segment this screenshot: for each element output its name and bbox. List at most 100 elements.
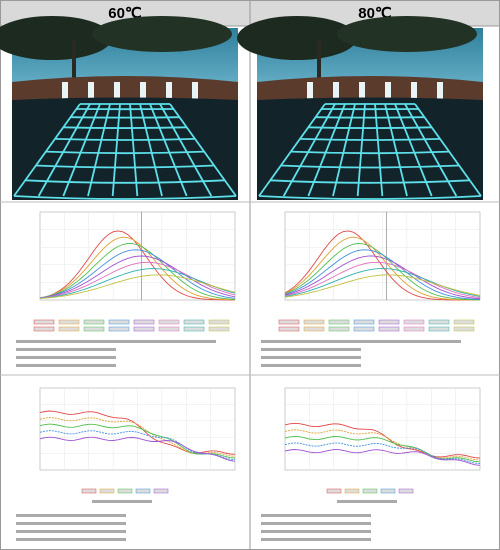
photo-grid-line	[54, 137, 196, 141]
photo-trunk	[317, 40, 321, 90]
photo-grid-line	[45, 150, 205, 155]
legend-item	[108, 326, 130, 332]
legend-item	[278, 319, 300, 325]
caption-line	[261, 364, 361, 367]
caption-line	[16, 356, 116, 359]
photo-grid-line	[35, 164, 215, 169]
plot-curve	[39, 255, 236, 299]
legend-item	[328, 319, 350, 325]
legend-item	[453, 326, 475, 332]
legend-item	[133, 319, 155, 325]
photo-tree	[237, 16, 357, 60]
legend-item	[99, 488, 115, 494]
photo-grid-line	[13, 103, 81, 197]
photo-pillar	[385, 82, 391, 108]
photo-grid-line	[307, 103, 346, 197]
legend-item	[353, 326, 375, 332]
caption-line	[16, 530, 126, 533]
legend-item	[378, 319, 400, 325]
legend-item	[380, 488, 396, 494]
photo-floor	[257, 97, 483, 200]
caption-line	[92, 500, 152, 503]
photo-grid-line	[332, 103, 356, 197]
legend-item	[344, 488, 360, 494]
photo-grid-line	[149, 103, 188, 197]
photo-grid-line	[270, 179, 470, 184]
photo-grid-line	[25, 179, 225, 184]
legend-item	[326, 488, 342, 494]
photo-pillar	[307, 82, 313, 108]
photo-pillar	[166, 82, 172, 108]
photo-grid-line	[356, 103, 366, 197]
plot-curve	[284, 422, 481, 459]
legend-item	[83, 319, 105, 325]
plot-curve	[284, 236, 480, 301]
legend-item	[183, 319, 205, 325]
legend-item	[362, 488, 378, 494]
plot-curve	[39, 249, 236, 299]
legend-item	[303, 326, 325, 332]
legend-item	[83, 326, 105, 332]
legend-item	[403, 326, 425, 332]
caption-line	[261, 530, 371, 533]
caption-line	[261, 340, 461, 343]
photo-grid-line	[374, 103, 384, 197]
legend-item	[428, 319, 450, 325]
plot-curve	[284, 230, 480, 301]
legend-item	[108, 319, 130, 325]
plot-curve	[39, 236, 236, 301]
photo-grid-line	[290, 150, 450, 155]
photo-pillar	[62, 82, 68, 108]
photo-pillar	[333, 82, 339, 108]
plot-curve	[284, 442, 481, 465]
legend-item	[303, 319, 325, 325]
caption-line	[261, 522, 371, 525]
legend-item	[453, 319, 475, 325]
caption-line	[16, 364, 116, 367]
caption-line	[261, 514, 371, 517]
caption-line	[16, 340, 216, 343]
legend-item	[278, 326, 300, 332]
plot-curve	[284, 255, 481, 300]
legend-item	[81, 488, 97, 494]
legend-item	[117, 488, 133, 494]
plot-curve	[284, 261, 481, 299]
photo-grid-line	[280, 164, 460, 169]
caption-line	[337, 500, 397, 503]
plot-curve	[284, 449, 481, 466]
legend-item	[153, 488, 169, 494]
photo-pillar	[140, 82, 146, 108]
photo-tree	[337, 16, 477, 52]
caption-line	[261, 538, 371, 541]
photo-grid-line	[308, 126, 432, 129]
photo-grid-line	[384, 103, 408, 197]
photo-pillar	[88, 82, 94, 108]
photo-trunk	[72, 40, 76, 90]
plot-curve	[39, 274, 236, 300]
legend-item	[135, 488, 151, 494]
photo-pillar	[437, 82, 443, 108]
photo-grid-line	[258, 195, 482, 200]
photo-pillar	[114, 82, 120, 108]
photo-grid-line	[414, 103, 482, 197]
photo-grid-line	[13, 195, 237, 200]
legend-item	[183, 326, 205, 332]
plot-curve	[284, 429, 481, 461]
photo-grid-line	[139, 103, 163, 197]
photo-grid-line	[169, 103, 237, 197]
legend-item	[33, 319, 55, 325]
photo-grid-line	[129, 103, 139, 197]
legend-item	[403, 319, 425, 325]
caption-line	[261, 348, 361, 351]
legend-item	[33, 326, 55, 332]
caption-line	[261, 356, 361, 359]
photo-grid-line	[63, 126, 187, 129]
legend-item	[328, 326, 350, 332]
plot-curve	[39, 268, 236, 299]
legend-item	[58, 319, 80, 325]
plot-curve	[39, 243, 236, 300]
photo-pillar	[411, 82, 417, 108]
legend-item	[353, 319, 375, 325]
